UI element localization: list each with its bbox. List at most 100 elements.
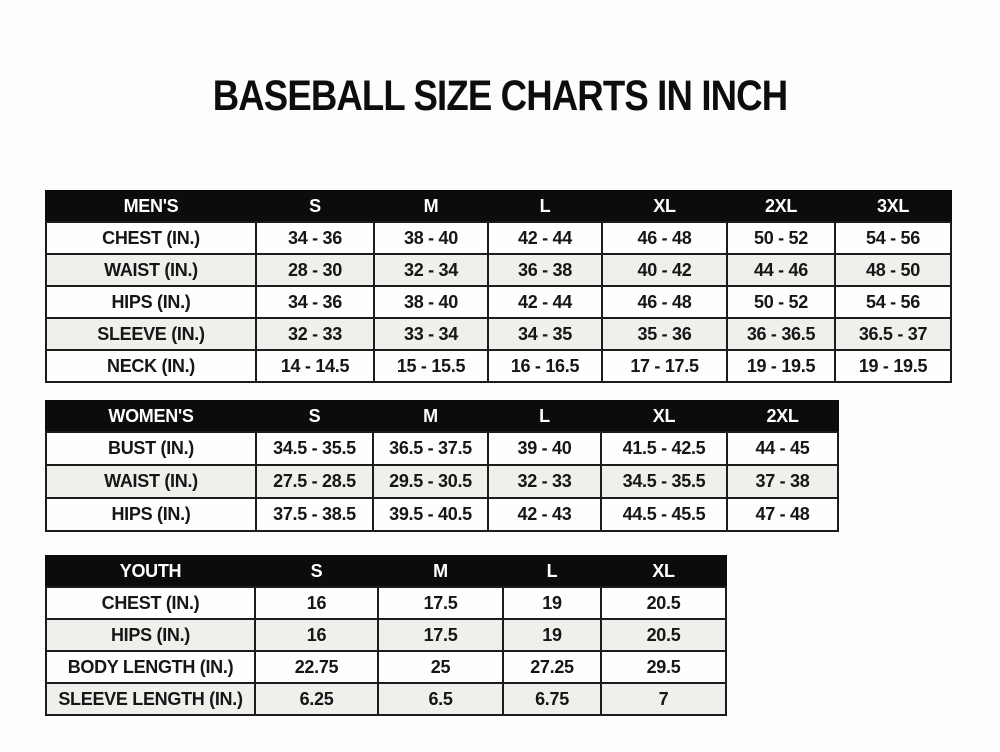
size-value-cell: 19 - 19.5 [834, 349, 952, 383]
column-header-youth: YOUTH [45, 555, 256, 588]
size-value-cell: 6.5 [377, 682, 504, 716]
row-label: CHEST (IN.) [45, 586, 256, 620]
size-value-cell: 19 - 19.5 [726, 349, 836, 383]
size-value-cell: 47 - 48 [726, 497, 839, 532]
size-value-cell: 32 - 33 [255, 317, 375, 351]
size-value-cell: 50 - 52 [726, 285, 836, 319]
size-value-cell: 28 - 30 [255, 253, 375, 287]
table-row-chest: CHEST (IN.) 34 - 36 38 - 40 42 - 44 46 -… [45, 221, 952, 255]
table-row-waist: WAIST (IN.) 28 - 30 32 - 34 36 - 38 40 -… [45, 253, 952, 287]
column-header-s: S [255, 190, 375, 223]
page-title-container: BASEBALL SIZE CHARTS IN INCH [0, 72, 1000, 121]
column-header-2xl: 2XL [726, 190, 836, 223]
size-value-cell: 27.5 - 28.5 [255, 464, 374, 499]
size-value-cell: 27.25 [502, 650, 602, 684]
size-value-cell: 37.5 - 38.5 [255, 497, 374, 532]
womens-header-row: WOMEN'S S M L XL 2XL [45, 400, 839, 433]
size-value-cell: 14 - 14.5 [255, 349, 375, 383]
size-value-cell: 44.5 - 45.5 [600, 497, 728, 532]
size-value-cell: 41.5 - 42.5 [600, 431, 728, 466]
column-header-mens: MEN'S [45, 190, 257, 223]
size-value-cell: 7 [600, 682, 727, 716]
size-value-cell: 25 [377, 650, 504, 684]
column-header-s: S [255, 400, 374, 433]
row-label: HIPS (IN.) [45, 497, 257, 532]
size-value-cell: 34 - 35 [487, 317, 603, 351]
row-label: SLEEVE (IN.) [45, 317, 257, 351]
row-label: WAIST (IN.) [45, 253, 257, 287]
column-header-l: L [487, 190, 603, 223]
size-value-cell: 20.5 [600, 586, 727, 620]
table-row-sleeve: SLEEVE (IN.) 32 - 33 33 - 34 34 - 35 35 … [45, 317, 952, 351]
size-value-cell: 40 - 42 [601, 253, 728, 287]
youth-header-row: YOUTH S M L XL [45, 555, 727, 588]
size-value-cell: 46 - 48 [601, 221, 728, 255]
size-value-cell: 38 - 40 [373, 285, 489, 319]
column-header-2xl: 2XL [726, 400, 839, 433]
column-header-l: L [487, 400, 602, 433]
page-title: BASEBALL SIZE CHARTS IN INCH [212, 72, 788, 120]
size-value-cell: 34 - 36 [255, 221, 375, 255]
size-value-cell: 17 - 17.5 [601, 349, 728, 383]
size-value-cell: 38 - 40 [373, 221, 489, 255]
column-header-m: M [373, 190, 489, 223]
size-value-cell: 36 - 38 [487, 253, 603, 287]
row-label: HIPS (IN.) [45, 618, 256, 652]
size-value-cell: 29.5 - 30.5 [372, 464, 489, 499]
size-value-cell: 50 - 52 [726, 221, 836, 255]
youth-size-table: YOUTH S M L XL CHEST (IN.) 16 17.5 19 20… [45, 555, 727, 716]
size-value-cell: 46 - 48 [601, 285, 728, 319]
size-value-cell: 16 [254, 618, 379, 652]
size-value-cell: 16 [254, 586, 379, 620]
size-value-cell: 39 - 40 [487, 431, 602, 466]
womens-size-table: WOMEN'S S M L XL 2XL BUST (IN.) 34.5 - 3… [45, 400, 839, 532]
size-value-cell: 39.5 - 40.5 [372, 497, 489, 532]
row-label: WAIST (IN.) [45, 464, 257, 499]
row-label: SLEEVE LENGTH (IN.) [45, 682, 256, 716]
size-value-cell: 16 - 16.5 [487, 349, 603, 383]
size-value-cell: 42 - 43 [487, 497, 602, 532]
size-value-cell: 54 - 56 [834, 221, 952, 255]
row-label: CHEST (IN.) [45, 221, 257, 255]
size-value-cell: 34.5 - 35.5 [255, 431, 374, 466]
size-value-cell: 19 [502, 618, 602, 652]
size-value-cell: 32 - 34 [373, 253, 489, 287]
mens-size-table: MEN'S S M L XL 2XL 3XL CHEST (IN.) 34 - … [45, 190, 952, 383]
table-row-bust: BUST (IN.) 34.5 - 35.5 36.5 - 37.5 39 - … [45, 431, 839, 466]
column-header-xl: XL [600, 400, 728, 433]
size-value-cell: 42 - 44 [487, 221, 603, 255]
size-value-cell: 48 - 50 [834, 253, 952, 287]
size-value-cell: 37 - 38 [726, 464, 839, 499]
size-value-cell: 33 - 34 [373, 317, 489, 351]
size-value-cell: 22.75 [254, 650, 379, 684]
row-label: BODY LENGTH (IN.) [45, 650, 256, 684]
size-value-cell: 29.5 [600, 650, 727, 684]
size-value-cell: 42 - 44 [487, 285, 603, 319]
size-value-cell: 17.5 [377, 618, 504, 652]
size-value-cell: 36 - 36.5 [726, 317, 836, 351]
size-value-cell: 32 - 33 [487, 464, 602, 499]
column-header-m: M [377, 555, 504, 588]
size-value-cell: 19 [502, 586, 602, 620]
column-header-l: L [502, 555, 602, 588]
size-value-cell: 44 - 45 [726, 431, 839, 466]
column-header-xl: XL [600, 555, 727, 588]
table-row-body-length: BODY LENGTH (IN.) 22.75 25 27.25 29.5 [45, 650, 727, 684]
size-value-cell: 15 - 15.5 [373, 349, 489, 383]
row-label: NECK (IN.) [45, 349, 257, 383]
size-value-cell: 44 - 46 [726, 253, 836, 287]
row-label: BUST (IN.) [45, 431, 257, 466]
size-value-cell: 6.25 [254, 682, 379, 716]
column-header-m: M [372, 400, 489, 433]
table-row-chest: CHEST (IN.) 16 17.5 19 20.5 [45, 586, 727, 620]
size-value-cell: 17.5 [377, 586, 504, 620]
size-value-cell: 36.5 - 37.5 [372, 431, 489, 466]
size-value-cell: 34.5 - 35.5 [600, 464, 728, 499]
column-header-3xl: 3XL [834, 190, 952, 223]
table-row-sleeve-length: SLEEVE LENGTH (IN.) 6.25 6.5 6.75 7 [45, 682, 727, 716]
column-header-womens: WOMEN'S [45, 400, 257, 433]
size-value-cell: 20.5 [600, 618, 727, 652]
column-header-s: S [254, 555, 379, 588]
table-row-waist: WAIST (IN.) 27.5 - 28.5 29.5 - 30.5 32 -… [45, 464, 839, 499]
